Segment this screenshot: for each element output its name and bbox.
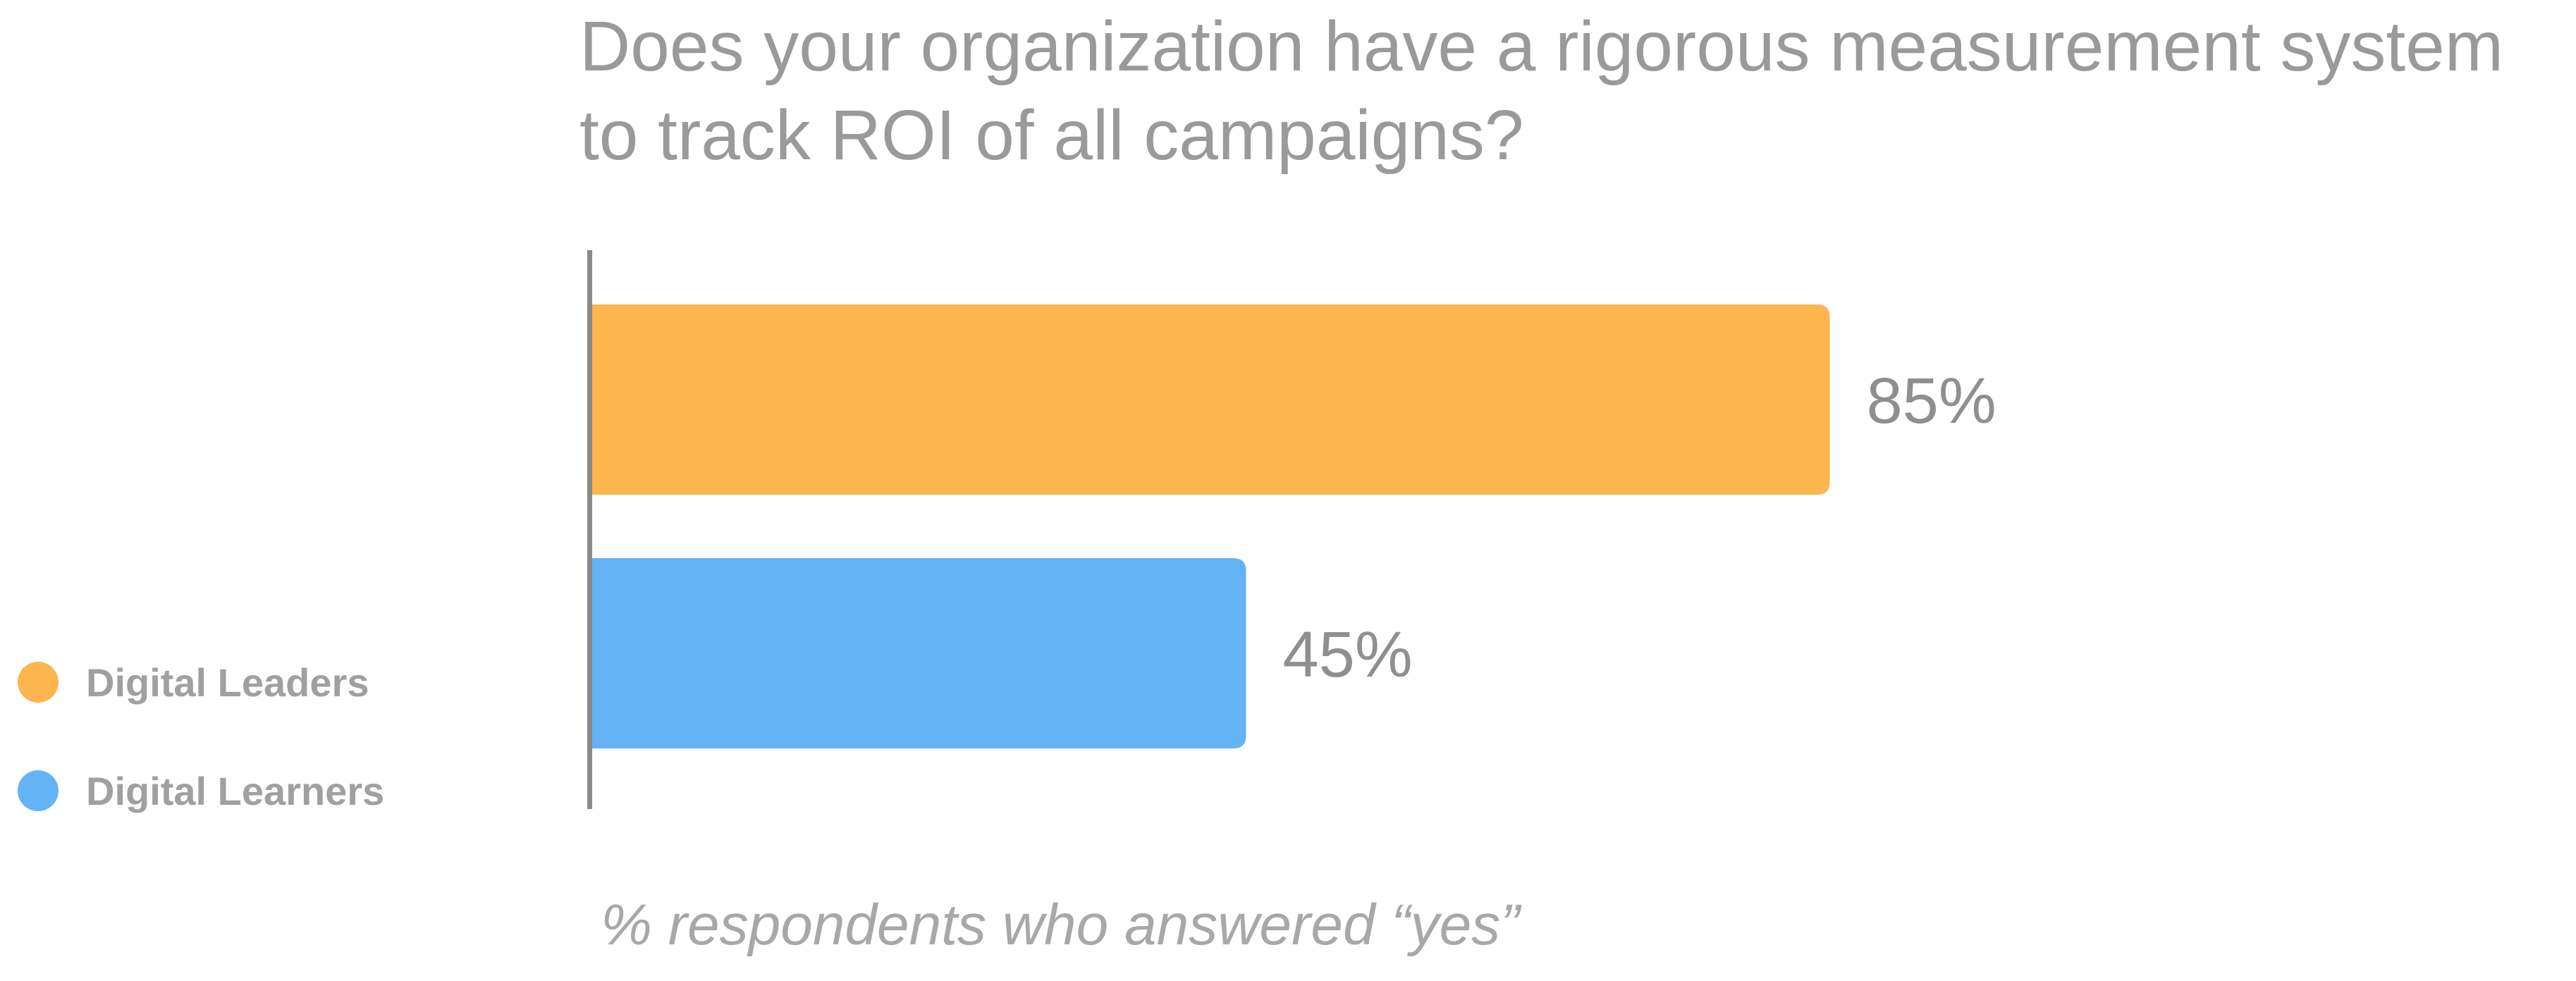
chart-title-line: Does your organization have a rigorous m… [579, 7, 2503, 86]
chart-title: Does your organization have a rigorous m… [579, 7, 2503, 175]
value-labels-group: 85% 45% [1283, 365, 1997, 691]
y-axis-line [587, 250, 592, 809]
legend: Digital Leaders Digital Learners [18, 660, 384, 813]
chart-subtitle: % respondents who answered “yes” [601, 893, 1522, 957]
axis-group [587, 250, 592, 809]
bar-digital-learners [592, 558, 1246, 748]
chart-title-line: to track ROI of all campaigns? [579, 96, 1523, 175]
bars-group [592, 304, 1830, 748]
legend-label: Digital Learners [86, 769, 384, 813]
bar-digital-leaders [592, 304, 1830, 495]
value-label: 45% [1283, 619, 1413, 691]
legend-swatch [18, 770, 59, 811]
legend-swatch [18, 662, 59, 703]
value-label: 85% [1867, 365, 1997, 437]
legend-label: Digital Leaders [86, 660, 369, 705]
